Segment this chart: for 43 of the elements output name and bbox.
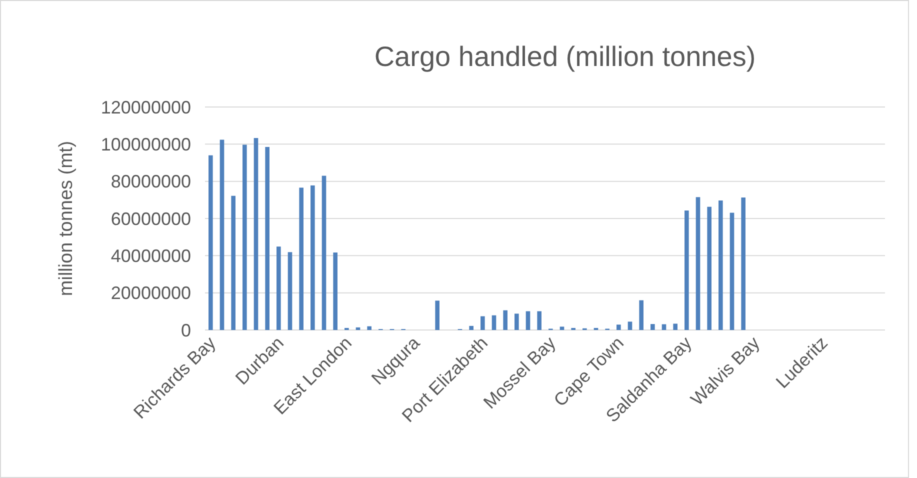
y-tick-label: 100000000	[100, 134, 191, 154]
bar	[741, 198, 746, 330]
bar	[673, 324, 678, 330]
bar	[265, 146, 270, 330]
y-tick-label: 60000000	[110, 208, 191, 229]
y-tick-label: 40000000	[110, 246, 191, 266]
bar	[492, 315, 496, 330]
y-tick-label: 80000000	[110, 172, 191, 192]
bar	[684, 210, 689, 330]
bar	[333, 252, 338, 330]
bar	[650, 324, 655, 330]
y-axis-title: million tonnes (mt)	[56, 140, 77, 296]
bar	[696, 197, 700, 330]
bar	[503, 310, 508, 330]
bar	[560, 326, 564, 330]
bar	[469, 326, 474, 330]
bar	[322, 176, 326, 330]
bar	[514, 314, 519, 330]
chart-title: Cargo handled (million tonnes)	[374, 41, 756, 72]
bar	[639, 300, 644, 330]
bar	[288, 252, 292, 330]
y-tick-label: 0	[180, 320, 191, 340]
bar	[242, 144, 247, 330]
bar	[220, 140, 224, 330]
bar	[480, 316, 485, 330]
bar	[231, 196, 236, 330]
bar	[628, 322, 632, 330]
bar	[526, 311, 530, 330]
bar	[276, 246, 281, 330]
bar	[208, 155, 213, 330]
bar	[662, 324, 666, 330]
bar	[367, 326, 372, 330]
bar	[299, 188, 304, 330]
bar	[254, 138, 258, 330]
bar	[616, 324, 621, 330]
bar	[435, 300, 440, 330]
y-tick-label: 20000000	[110, 283, 191, 304]
bar	[707, 206, 712, 330]
bar	[730, 212, 734, 330]
y-tick-label: 120000000	[100, 97, 191, 118]
bar	[718, 200, 723, 330]
bar	[310, 185, 315, 330]
bar	[537, 311, 542, 330]
